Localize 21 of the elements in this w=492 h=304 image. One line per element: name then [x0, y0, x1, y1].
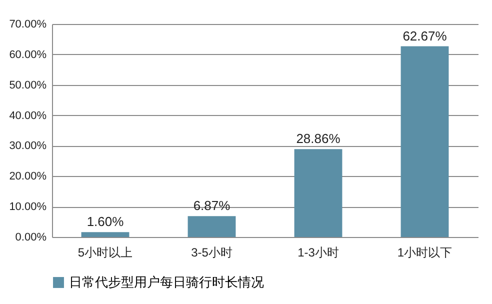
x-tick-label: 5小时以上	[78, 246, 133, 260]
x-tick-label: 1-3小时	[298, 246, 339, 260]
y-tick-label: 40.00%	[9, 110, 47, 122]
data-label: 62.67%	[402, 28, 448, 44]
legend-label: 日常代步型用户每日骑行时长情况	[69, 274, 264, 290]
data-label: 1.60%	[86, 214, 124, 230]
y-tick-label: 50.00%	[9, 79, 47, 92]
x-tick-label: 3-5小时	[191, 246, 232, 260]
y-tick-label: 30.00%	[9, 140, 47, 152]
data-label: 6.87%	[193, 198, 231, 214]
y-tick-label: 10.00%	[9, 201, 47, 214]
bar	[81, 232, 130, 237]
x-tick-label: 1小时以下	[397, 246, 452, 260]
bar	[188, 216, 236, 237]
y-tick-label: 20.00%	[9, 170, 47, 183]
bar	[400, 46, 449, 237]
y-tick-label: 60.00%	[9, 48, 47, 61]
y-tick-label: 0.00%	[15, 232, 47, 244]
data-label: 28.86%	[296, 131, 341, 146]
y-tick-label: 70.00%	[9, 18, 47, 30]
bar	[294, 149, 342, 237]
